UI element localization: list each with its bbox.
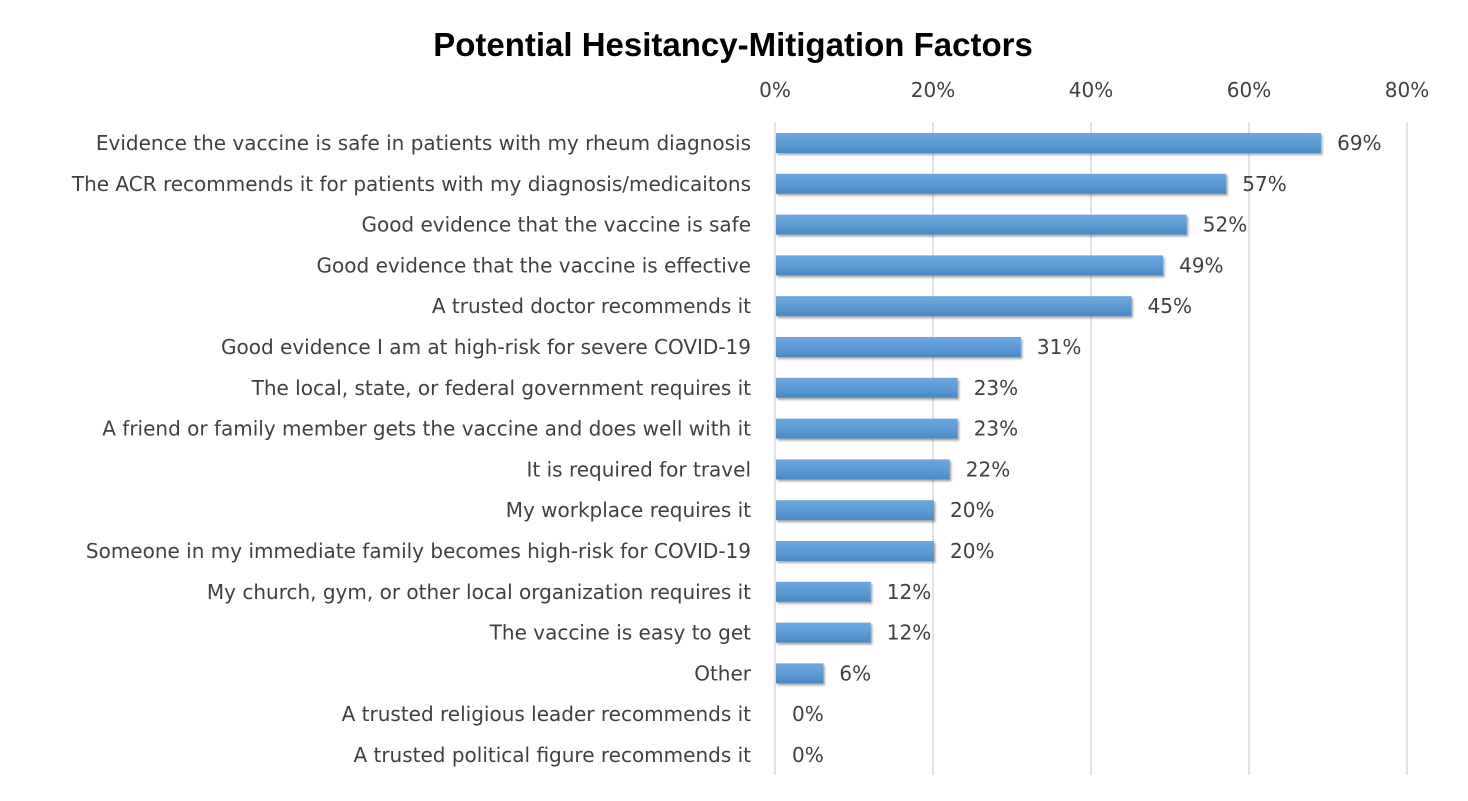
bar xyxy=(776,377,958,398)
bar xyxy=(776,418,958,439)
data-label: 45% xyxy=(1148,294,1192,318)
x-tick-label: 60% xyxy=(1227,78,1271,102)
bar xyxy=(776,255,1164,276)
data-label: 22% xyxy=(966,457,1010,481)
data-label: 69% xyxy=(1337,131,1381,155)
bars xyxy=(776,133,1322,684)
x-tick-label: 40% xyxy=(1069,78,1113,102)
data-label: 52% xyxy=(1203,213,1247,237)
data-label: 20% xyxy=(950,498,994,522)
category-label: Good evidence that the vaccine is safe xyxy=(361,213,751,237)
data-label: 12% xyxy=(887,621,931,645)
bar xyxy=(776,214,1187,235)
category-label: Someone in my immediate family becomes h… xyxy=(86,539,751,563)
category-label: Evidence the vaccine is safe in patients… xyxy=(96,131,751,155)
category-label: The ACR recommends it for patients with … xyxy=(71,172,751,196)
data-label: 6% xyxy=(839,661,871,685)
category-label: Good evidence that the vaccine is effect… xyxy=(317,253,751,277)
data-label: 57% xyxy=(1242,172,1286,196)
x-axis-ticks: 0% 20% 40% 60% 80% xyxy=(759,78,1429,102)
category-label: Good evidence I am at high-risk for seve… xyxy=(221,335,751,359)
data-label: 49% xyxy=(1179,253,1223,277)
bar xyxy=(776,296,1132,317)
bar xyxy=(776,173,1227,194)
category-label: A friend or family member gets the vacci… xyxy=(102,417,751,441)
data-label: 0% xyxy=(792,702,824,726)
data-label: 20% xyxy=(950,539,994,563)
x-tick-label: 0% xyxy=(759,78,791,102)
category-label: A trusted religious leader recommends it xyxy=(342,702,752,726)
category-label: It is required for travel xyxy=(527,457,751,481)
data-label: 31% xyxy=(1037,335,1081,359)
data-labels: 69% 57% 52% 49% 45% 31% 23% 23% 22% 20% 20% 12% 12% 6… xyxy=(792,131,1382,767)
data-label: 0% xyxy=(792,743,824,767)
x-tick-label: 20% xyxy=(911,78,955,102)
category-label: The local, state, or federal government … xyxy=(251,376,752,400)
data-label: 23% xyxy=(974,417,1018,441)
bar xyxy=(776,663,824,684)
category-label: The vaccine is easy to get xyxy=(489,621,751,645)
category-label: My workplace requires it xyxy=(506,498,751,522)
bar xyxy=(776,541,934,561)
bar xyxy=(776,337,1021,357)
category-label: A trusted political figure recommends it xyxy=(353,743,751,767)
category-label: A trusted doctor recommends it xyxy=(432,294,751,318)
data-label: 12% xyxy=(887,580,931,604)
x-tick-label: 80% xyxy=(1385,78,1429,102)
category-label: Other xyxy=(694,661,752,685)
bar xyxy=(776,133,1322,153)
bar xyxy=(776,459,950,480)
category-labels: Evidence the vaccine is safe in patients… xyxy=(71,131,752,767)
chart-title: Potential Hesitancy-Mitigation Factors xyxy=(433,26,1033,63)
bar xyxy=(776,581,871,602)
category-label: My church, gym, or other local organizat… xyxy=(207,580,751,604)
bar xyxy=(776,500,934,521)
data-label: 23% xyxy=(974,376,1018,400)
bar xyxy=(776,622,871,643)
